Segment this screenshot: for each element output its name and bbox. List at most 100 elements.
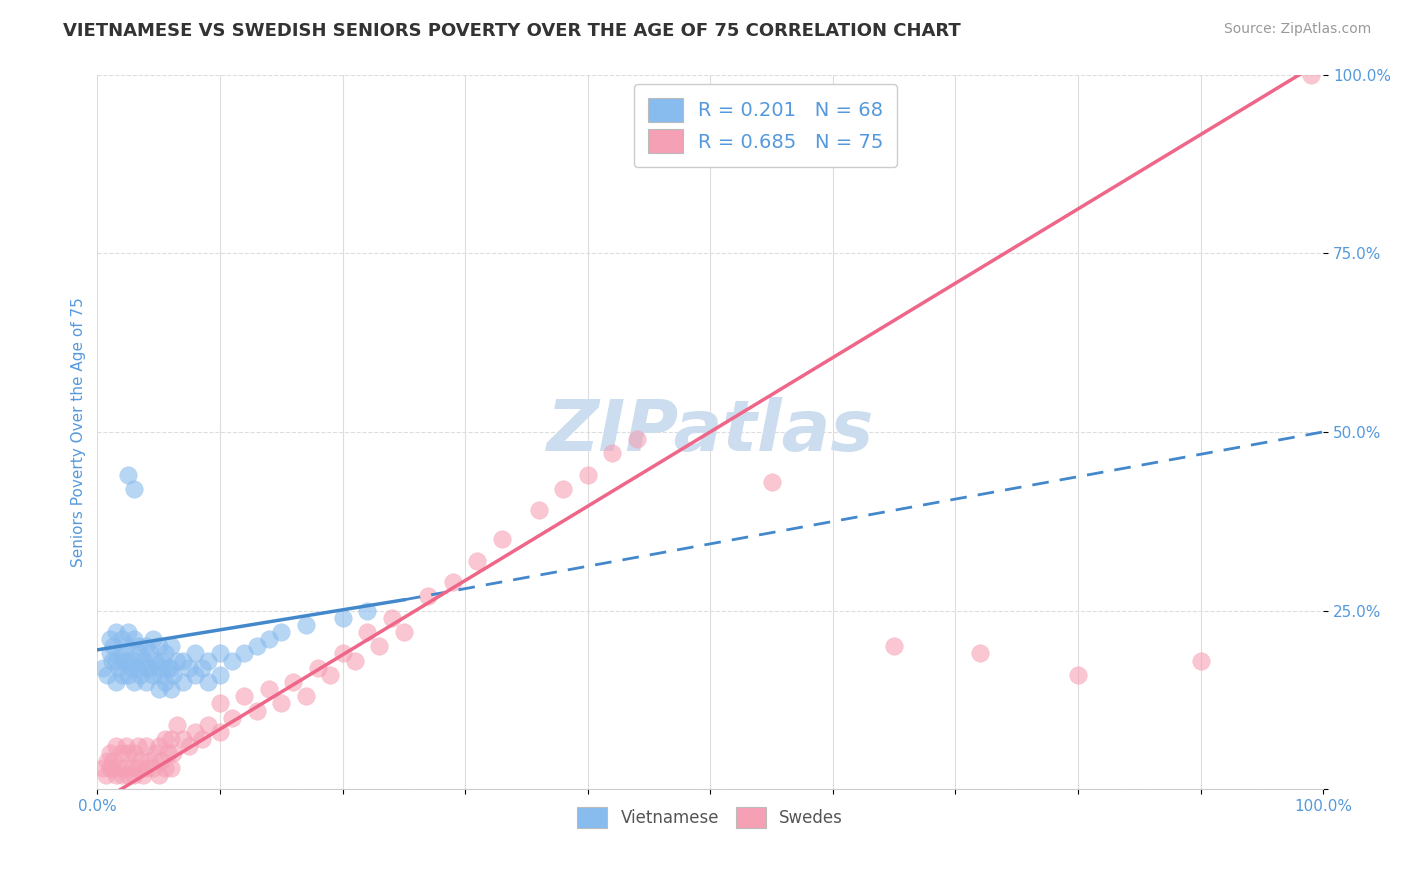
Point	[114, 640, 136, 654]
Point	[179, 661, 201, 675]
Point	[233, 690, 256, 704]
Text: Source: ZipAtlas.com: Source: ZipAtlas.com	[1223, 22, 1371, 37]
Point	[491, 532, 513, 546]
Point	[761, 475, 783, 489]
Point	[98, 747, 121, 761]
Point	[121, 661, 143, 675]
Point	[143, 654, 166, 668]
Point	[257, 632, 280, 647]
Point	[160, 761, 183, 775]
Point	[101, 654, 124, 668]
Point	[135, 661, 157, 675]
Point	[150, 754, 173, 768]
Point	[208, 647, 231, 661]
Point	[166, 718, 188, 732]
Point	[208, 697, 231, 711]
Point	[157, 747, 180, 761]
Point	[111, 632, 134, 647]
Point	[122, 747, 145, 761]
Point	[117, 668, 139, 682]
Point	[122, 768, 145, 782]
Point	[101, 761, 124, 775]
Point	[93, 661, 115, 675]
Point	[111, 747, 134, 761]
Point	[527, 503, 550, 517]
Point	[294, 617, 316, 632]
Point	[626, 432, 648, 446]
Point	[117, 768, 139, 782]
Point	[221, 711, 243, 725]
Point	[143, 747, 166, 761]
Point	[343, 654, 366, 668]
Point	[233, 647, 256, 661]
Point	[93, 761, 115, 775]
Point	[148, 739, 170, 754]
Point	[117, 467, 139, 482]
Point	[111, 768, 134, 782]
Point	[441, 574, 464, 589]
Point	[184, 725, 207, 739]
Point	[122, 482, 145, 496]
Point	[319, 668, 342, 682]
Point	[172, 675, 194, 690]
Point	[103, 754, 125, 768]
Point	[150, 668, 173, 682]
Point	[356, 625, 378, 640]
Point	[160, 661, 183, 675]
Point	[172, 732, 194, 747]
Y-axis label: Seniors Poverty Over the Age of 75: Seniors Poverty Over the Age of 75	[72, 297, 86, 566]
Point	[117, 654, 139, 668]
Point	[104, 675, 127, 690]
Point	[129, 647, 152, 661]
Point	[418, 589, 440, 603]
Point	[179, 739, 201, 754]
Point	[153, 675, 176, 690]
Point	[332, 647, 354, 661]
Point	[121, 761, 143, 775]
Point	[135, 640, 157, 654]
Point	[111, 668, 134, 682]
Point	[190, 732, 212, 747]
Point	[108, 661, 131, 675]
Point	[139, 647, 162, 661]
Point	[127, 640, 149, 654]
Point	[148, 661, 170, 675]
Point	[208, 668, 231, 682]
Point	[162, 668, 184, 682]
Point	[172, 654, 194, 668]
Point	[135, 675, 157, 690]
Point	[600, 446, 623, 460]
Point	[117, 747, 139, 761]
Point	[160, 732, 183, 747]
Point	[294, 690, 316, 704]
Point	[153, 732, 176, 747]
Point	[270, 697, 292, 711]
Point	[125, 661, 148, 675]
Point	[160, 640, 183, 654]
Point	[129, 754, 152, 768]
Point	[153, 647, 176, 661]
Point	[114, 739, 136, 754]
Point	[111, 647, 134, 661]
Point	[141, 632, 163, 647]
Point	[96, 754, 118, 768]
Point	[332, 610, 354, 624]
Point	[96, 668, 118, 682]
Point	[162, 747, 184, 761]
Point	[122, 654, 145, 668]
Point	[270, 625, 292, 640]
Point	[117, 625, 139, 640]
Point	[576, 467, 599, 482]
Point	[112, 761, 135, 775]
Text: VIETNAMESE VS SWEDISH SENIORS POVERTY OVER THE AGE OF 75 CORRELATION CHART: VIETNAMESE VS SWEDISH SENIORS POVERTY OV…	[63, 22, 962, 40]
Point	[184, 668, 207, 682]
Point	[104, 739, 127, 754]
Point	[1067, 668, 1090, 682]
Point	[127, 739, 149, 754]
Point	[98, 647, 121, 661]
Point	[246, 704, 269, 718]
Point	[553, 482, 575, 496]
Point	[148, 682, 170, 697]
Point	[307, 661, 329, 675]
Point	[150, 654, 173, 668]
